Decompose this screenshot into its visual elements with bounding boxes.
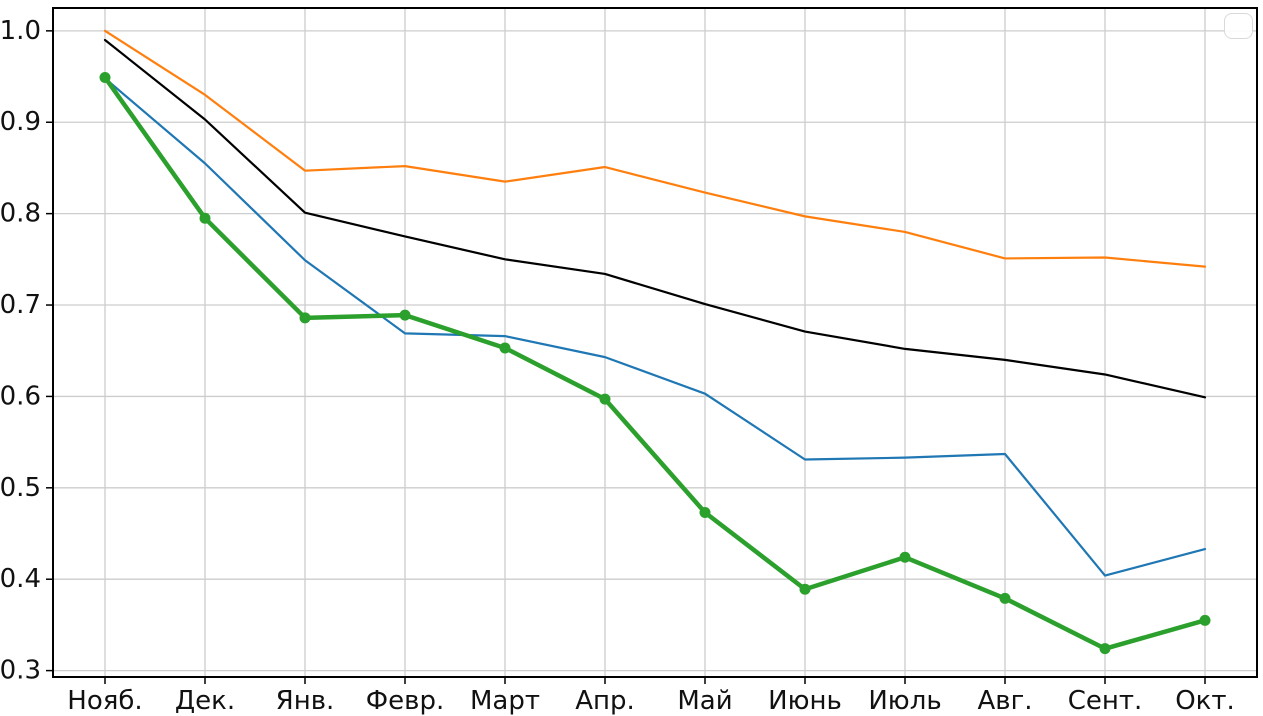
marker-green-marked-line: [999, 592, 1011, 604]
x-tick-label: Сент.: [1068, 686, 1143, 716]
marker-green-marked-line: [299, 312, 311, 324]
x-tick-label: Июль: [868, 686, 941, 716]
marker-green-marked-line: [1099, 643, 1111, 655]
series-blue-line: [103, 77, 1207, 577]
marker-green-marked-line: [799, 583, 811, 595]
y-tick-label: 0.6: [0, 381, 41, 411]
series-orange-line: [103, 29, 1207, 268]
marker-green-marked-line: [899, 551, 911, 563]
y-tick-label: 1.0: [0, 16, 41, 46]
marker-green-marked-line: [199, 212, 211, 224]
x-tick-label: Дек.: [175, 686, 235, 716]
series-black-line: [103, 38, 1207, 399]
marker-green-marked-line: [99, 71, 111, 83]
marker-green-marked-line: [1199, 614, 1211, 626]
series-green-marked-line: [102, 75, 1208, 651]
x-tick-label: Авг.: [977, 686, 1032, 716]
x-tick-label: Нояб.: [67, 686, 142, 716]
x-tick-label: Окт.: [1175, 686, 1235, 716]
x-tick-label: Март: [470, 686, 540, 716]
marker-green-marked-line: [499, 342, 511, 354]
marker-green-marked-line: [699, 506, 711, 518]
y-tick-label: 0.5: [0, 473, 41, 503]
y-tick-label: 0.9: [0, 107, 41, 137]
y-tick-label: 0.3: [0, 656, 41, 686]
y-tick-label: 0.7: [0, 290, 41, 320]
marker-green-marked-line: [599, 393, 611, 405]
x-tick-label: Апр.: [575, 686, 635, 716]
x-tick-label: Май: [677, 686, 732, 716]
marker-green-marked-line: [399, 309, 411, 321]
y-tick-label: 0.4: [0, 564, 41, 594]
x-tick-label: Февр.: [366, 686, 444, 716]
legend-box: [1224, 13, 1253, 39]
y-tick-label: 0.8: [0, 199, 41, 229]
x-tick-label: Июнь: [768, 686, 842, 716]
x-tick-label: Янв.: [276, 686, 335, 716]
plot-border: [52, 7, 1258, 678]
